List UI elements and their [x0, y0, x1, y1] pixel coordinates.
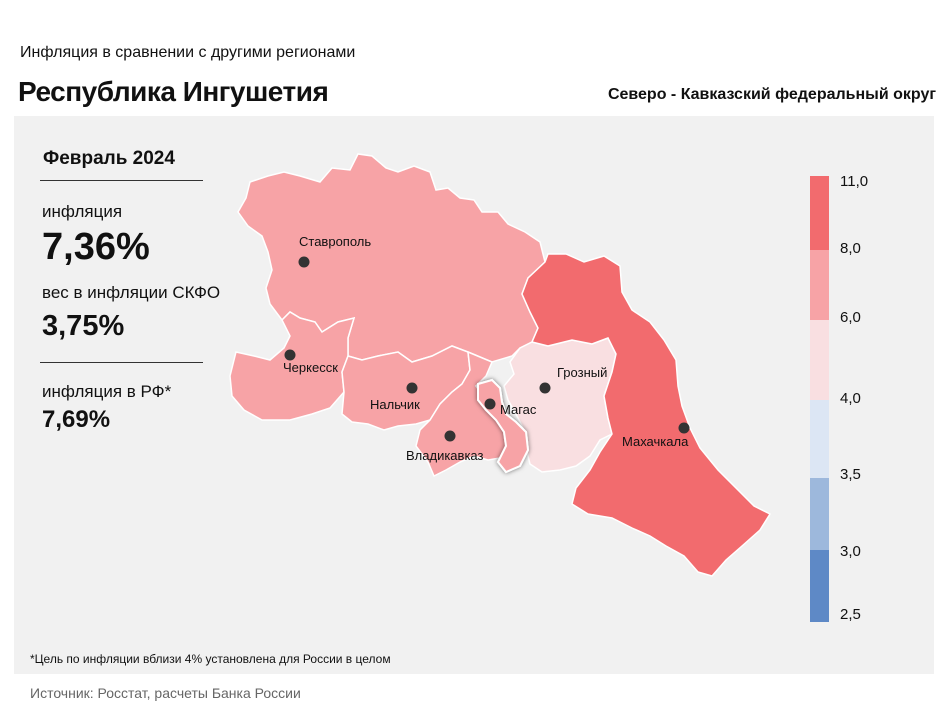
- city-cherkessk: Черкесск: [283, 349, 338, 375]
- legend-swatch-6-8: [810, 250, 829, 320]
- page-title: Республика Ингушетия: [18, 76, 329, 107]
- weight-value: 3,75%: [42, 310, 125, 342]
- city-label-vladikavkaz: Владикавказ: [406, 448, 484, 463]
- legend-tick: 3,0: [840, 543, 861, 560]
- city-magas: Магас: [484, 398, 537, 417]
- city-label-nalchik: Нальчик: [370, 397, 420, 412]
- divider-bottom: [40, 362, 203, 363]
- city-label-makhachkala: Махачкала: [622, 434, 689, 449]
- legend-swatch-2_5-3: [810, 550, 829, 622]
- legend-swatch-3-3_5: [810, 478, 829, 550]
- city-label-cherkessk: Черкесск: [283, 360, 338, 375]
- rf-inflation-value: 7,69%: [42, 406, 111, 433]
- source-note: Источник: Росстат, расчеты Банка России: [30, 685, 301, 701]
- legend-tick: 3,5: [840, 466, 861, 483]
- city-label-stavropol: Ставрополь: [299, 234, 371, 249]
- rf-inflation-label: инфляция в РФ*: [42, 382, 172, 401]
- city-grozny: Грозный: [539, 365, 607, 394]
- legend-swatch-3_5-4: [810, 400, 829, 478]
- footnote: *Цель по инфляции вблизи 4% установлена …: [30, 652, 391, 666]
- city-nalchik: Нальчик: [370, 382, 420, 412]
- city-label-magas: Магас: [500, 402, 537, 417]
- weight-label: вес в инфляции СКФО: [42, 283, 221, 302]
- city-vladikavkaz: Владикавказ: [406, 430, 484, 463]
- legend-swatch-8-11: [810, 176, 829, 250]
- legend-tick: 11,0: [840, 173, 869, 190]
- city-stavropol: Ставрополь: [298, 234, 371, 268]
- region-stavropol: [237, 153, 546, 363]
- inflation-label: инфляция: [42, 202, 123, 221]
- legend-tick: 6,0: [840, 309, 861, 326]
- supertitle: Инфляция в сравнении с другими регионами: [20, 44, 356, 61]
- legend-tick: 2,5: [840, 606, 861, 623]
- city-makhachkala: Махачкала: [622, 422, 690, 449]
- city-label-grozny: Грозный: [557, 365, 607, 380]
- legend-tick: 8,0: [840, 240, 861, 257]
- region-karachay-cherkessia: [229, 311, 356, 421]
- divider-top: [40, 180, 203, 181]
- inflation-value: 7,36%: [42, 226, 150, 268]
- region-dagestan: [521, 253, 772, 577]
- federal-district-label: Северо - Кавказский федеральный округ: [607, 86, 936, 103]
- legend-swatch-4-6: [810, 320, 829, 400]
- legend-tick: 4,0: [840, 390, 861, 407]
- period-label: Февраль 2024: [43, 148, 175, 169]
